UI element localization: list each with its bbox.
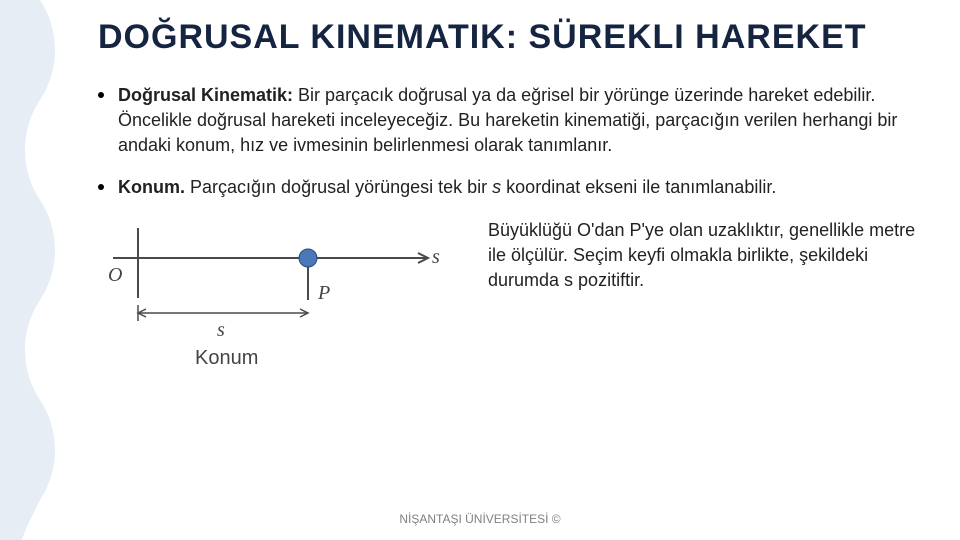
bullet-item: Doğrusal Kinematik: Bir parçacık doğrusa… xyxy=(98,83,920,157)
bullet-text: Konum. Parçacığın doğrusal yörüngesi tek… xyxy=(118,175,776,200)
bullet-body-before: Parçacığın doğrusal yörüngesi tek bir xyxy=(185,177,492,197)
lower-region: O s P s Konum Büyüklüğü O'dan P'ye olan … xyxy=(98,218,920,388)
slide: DOĞRUSAL KINEMATIK: SÜREKLI HAREKET Doğr… xyxy=(0,0,960,540)
wave-path xyxy=(0,0,55,540)
bullet-list: Doğrusal Kinematik: Bir parçacık doğrusa… xyxy=(98,83,920,200)
diagram-label-s-brace: s xyxy=(217,319,225,342)
bullet-lead: Konum. xyxy=(118,177,185,197)
bullet-lead: Doğrusal Kinematik: xyxy=(118,85,293,105)
bullet-body-after: koordinat ekseni ile tanımlanabilir. xyxy=(501,177,776,197)
page-title: DOĞRUSAL KINEMATIK: SÜREKLI HAREKET xyxy=(98,18,920,57)
diagram-caption: Konum xyxy=(195,347,258,370)
bullet-dot-icon xyxy=(98,184,104,190)
diagram-label-p: P xyxy=(318,282,330,305)
bullet-item: Konum. Parçacığın doğrusal yörüngesi tek… xyxy=(98,175,920,200)
diagram-label-origin: O xyxy=(108,264,122,287)
diagram-explanation: Büyüklüğü O'dan P'ye olan uzaklıktır, ge… xyxy=(488,218,920,388)
bullet-italic: s xyxy=(492,177,501,197)
left-wave-decoration xyxy=(0,0,80,540)
bullet-text: Doğrusal Kinematik: Bir parçacık doğrusa… xyxy=(118,83,920,157)
bullet-dot-icon xyxy=(98,92,104,98)
position-diagram: O s P s Konum xyxy=(98,218,458,388)
footer-text: NİŞANTAŞI ÜNİVERSİTESİ © xyxy=(0,512,960,526)
diagram-label-s-axis: s xyxy=(432,246,440,269)
diagram-svg xyxy=(98,218,458,388)
